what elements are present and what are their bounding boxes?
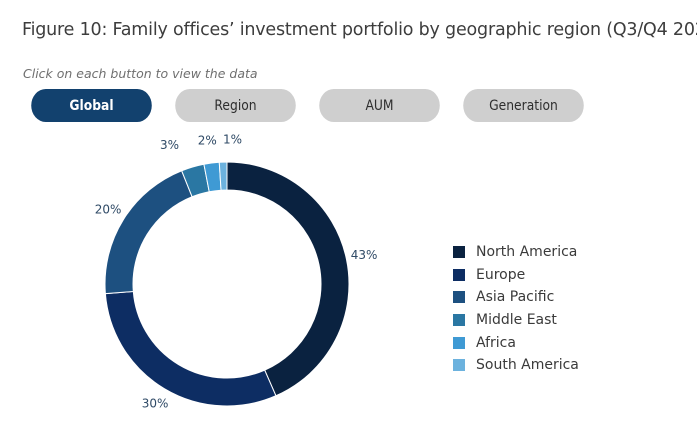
region-button-label: Region bbox=[214, 97, 257, 114]
legend-swatch bbox=[453, 268, 465, 281]
legend-label: Asia Pacific bbox=[476, 289, 555, 306]
value-label-south-america: 1% bbox=[223, 133, 242, 147]
legend-label: Middle East bbox=[476, 312, 557, 329]
legend-swatch bbox=[453, 314, 465, 327]
legend-item-africa: Africa bbox=[453, 331, 579, 354]
legend-label: South America bbox=[476, 357, 579, 374]
slice-europe[interactable] bbox=[104, 290, 277, 407]
value-label-north-america: 43% bbox=[351, 248, 378, 262]
legend-item-south-america: South America bbox=[453, 354, 579, 377]
legend-label: Africa bbox=[476, 334, 516, 351]
value-label-europe: 30% bbox=[142, 397, 169, 411]
global-button-label: Global bbox=[69, 97, 114, 114]
value-label-africa: 2% bbox=[198, 134, 217, 148]
legend-item-europe: Europe bbox=[453, 264, 579, 287]
generation-button[interactable]: Generation bbox=[463, 89, 584, 122]
donut-slices bbox=[104, 161, 350, 407]
aum-button-label: AUM bbox=[365, 97, 394, 114]
generation-button-label: Generation bbox=[489, 97, 558, 114]
aum-button[interactable]: AUM bbox=[319, 89, 440, 122]
legend-item-middle-east: Middle East bbox=[453, 309, 579, 332]
view-button-group: Global Region AUM Generation bbox=[23, 89, 592, 122]
legend-item-north-america: North America bbox=[453, 241, 579, 264]
instruction-text: Click on each button to view the data bbox=[23, 66, 258, 81]
legend-item-asia-pacific: Asia Pacific bbox=[453, 286, 579, 309]
legend-label: North America bbox=[476, 244, 578, 261]
value-label-asia-pacific: 20% bbox=[95, 203, 122, 217]
legend-swatch bbox=[453, 336, 465, 349]
global-button[interactable]: Global bbox=[31, 89, 152, 122]
legend-swatch bbox=[453, 246, 465, 259]
slice-south-america[interactable] bbox=[218, 161, 228, 191]
figure-title: Figure 10: Family offices’ investment po… bbox=[22, 20, 697, 40]
chart-legend: North America Europe Asia Pacific Middle Ea… bbox=[453, 241, 579, 377]
legend-label: Europe bbox=[476, 266, 526, 283]
legend-swatch bbox=[453, 291, 465, 304]
legend-swatch bbox=[453, 359, 465, 372]
donut-value-labels: 43% 30% 20% 3% 2% 1% bbox=[95, 133, 378, 411]
slice-asia-pacific[interactable] bbox=[104, 170, 193, 295]
slice-north-america[interactable] bbox=[226, 161, 350, 397]
value-label-middle-east: 3% bbox=[160, 138, 179, 152]
region-button[interactable]: Region bbox=[175, 89, 296, 122]
